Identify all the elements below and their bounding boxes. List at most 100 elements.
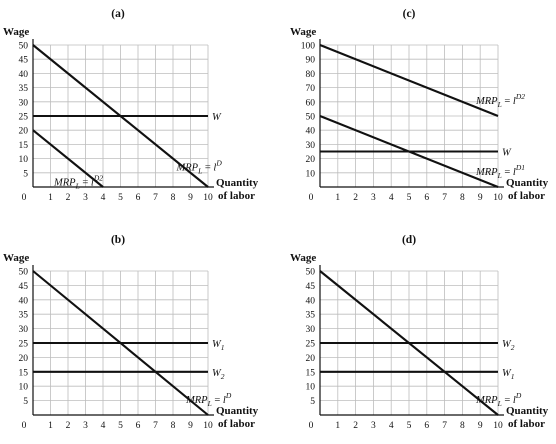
series-label-equals: = [202, 163, 213, 174]
series-label-superscript: D [215, 159, 222, 168]
series-label-main: MRP [475, 96, 498, 107]
series-label-subscript: L [497, 100, 502, 109]
series-label: MRPL = lD [176, 159, 223, 176]
x-tick-label: 4 [101, 421, 106, 431]
x-tick-label: 5 [407, 193, 412, 203]
y-tick-label: 35 [19, 311, 29, 321]
y-axis-label: Wage [290, 26, 316, 38]
chart-panel-b: (b)1 2 3 4 5 6 7 8 9 1051015202530354045500WageQu… [3, 234, 259, 431]
x-axis-label-line2: of labor [218, 190, 255, 202]
x-tick-label: 3 [371, 193, 376, 203]
y-tick-label: 45 [19, 282, 29, 292]
series-label-l: l [213, 163, 216, 174]
x-tick-label: 10 [493, 193, 503, 203]
x-tick-label: 5 [118, 193, 123, 203]
series-label: W2 [212, 368, 225, 381]
x-tick-label: 4 [101, 193, 106, 203]
y-tick-label: 30 [306, 141, 316, 151]
x-axis-label-line1: Quantity [216, 177, 259, 189]
series-label-subscript: L [497, 399, 502, 408]
series-label: W [502, 148, 512, 159]
series-label-equals: = [212, 395, 223, 406]
x-tick-label: 1 [335, 421, 340, 431]
series-label-subscript: L [75, 181, 80, 190]
x-tick-label: 5 [118, 421, 123, 431]
y-tick-label: 20 [19, 354, 29, 364]
series-label-main: MRP [53, 177, 76, 188]
x-tick-label: 2 [353, 421, 358, 431]
origin-label: 0 [309, 421, 314, 431]
x-tick-label: 6 [424, 421, 429, 431]
y-tick-label: 50 [306, 268, 316, 278]
x-tick-label: 8 [171, 421, 176, 431]
x-tick-label: 3 [371, 421, 376, 431]
y-tick-label: 35 [306, 311, 316, 321]
chart-panel-a: (a)1 2 3 4 5 6 7 8 9 1051015202530354045500WageQu… [3, 8, 259, 203]
y-axis-label: Wage [3, 252, 29, 264]
series-label-main: MRP [475, 167, 498, 178]
x-tick-label: 9 [478, 193, 483, 203]
series-label-main: W [502, 339, 512, 350]
x-axis-label-line1: Quantity [216, 405, 259, 417]
y-tick-label: 20 [306, 155, 316, 165]
series-label-subscript: L [207, 399, 212, 408]
y-axis-label: Wage [290, 252, 316, 264]
x-tick-label: 8 [460, 193, 465, 203]
x-axis-label-line2: of labor [508, 418, 545, 430]
x-axis-label-line1: Quantity [506, 405, 549, 417]
x-tick-label: 7 [153, 421, 158, 431]
x-tick-label: 6 [136, 421, 141, 431]
panel-title: (b) [111, 234, 125, 246]
series-label-superscript: D1 [515, 163, 525, 172]
y-tick-label: 80 [306, 70, 316, 80]
y-tick-label: 10 [306, 169, 316, 179]
series-label-l: l [223, 395, 226, 406]
y-tick-label: 25 [19, 340, 29, 350]
y-tick-label: 30 [306, 325, 316, 335]
x-tick-label: 1 [48, 421, 53, 431]
x-tick-label: 8 [460, 421, 465, 431]
y-tick-label: 45 [306, 282, 316, 292]
series-label-main: W [212, 339, 222, 350]
y-tick-label: 10 [19, 383, 29, 393]
series-label-l: l [513, 167, 516, 178]
y-tick-label: 40 [19, 70, 29, 80]
gridlines [33, 44, 209, 187]
x-tick-label: 4 [389, 193, 394, 203]
series-label-main: MRP [185, 395, 208, 406]
series-label: MRPL = lD1 [475, 163, 525, 180]
series-label-main: W [502, 148, 512, 159]
x-tick-label: 9 [478, 421, 483, 431]
series-label-main: MRP [475, 395, 498, 406]
series-label-equals: = [80, 177, 91, 188]
series-label: MRPL = lD [185, 391, 232, 408]
x-tick-label: 2 [66, 193, 71, 203]
series-label-subscript: L [197, 167, 202, 176]
x-tick-label: 10 [493, 421, 503, 431]
panel-title: (a) [111, 8, 125, 20]
gridlines [320, 44, 499, 187]
x-axis-label: Quantity of labor [216, 177, 259, 202]
y-tick-label: 30 [19, 325, 29, 335]
x-tick-label: 9 [188, 421, 193, 431]
chart-panel-d: (d)1 2 3 4 5 6 7 8 9 1051015202530354045500WageQu… [290, 234, 549, 431]
y-tick-label: 20 [306, 354, 316, 364]
x-tick-label: 1 [335, 193, 340, 203]
y-tick-label: 40 [19, 296, 29, 306]
series-label-main: W [212, 112, 222, 123]
y-tick-label: 5 [23, 169, 28, 179]
y-tick-label: 35 [19, 84, 29, 94]
y-tick-label: 15 [306, 368, 316, 378]
series-label: W [212, 112, 222, 123]
series-label-subscript: 1 [221, 343, 225, 352]
x-axis-label-line2: of labor [218, 418, 255, 430]
x-axis-label-line1: Quantity [506, 177, 549, 189]
x-tick-label: 6 [136, 193, 141, 203]
x-axis-label-line2: of labor [508, 190, 545, 202]
x-tick-label: 8 [171, 193, 176, 203]
series-label-equals: = [502, 96, 513, 107]
series-label: W1 [502, 368, 515, 381]
y-tick-label: 90 [306, 56, 316, 66]
series-label-superscript: D [515, 391, 522, 400]
